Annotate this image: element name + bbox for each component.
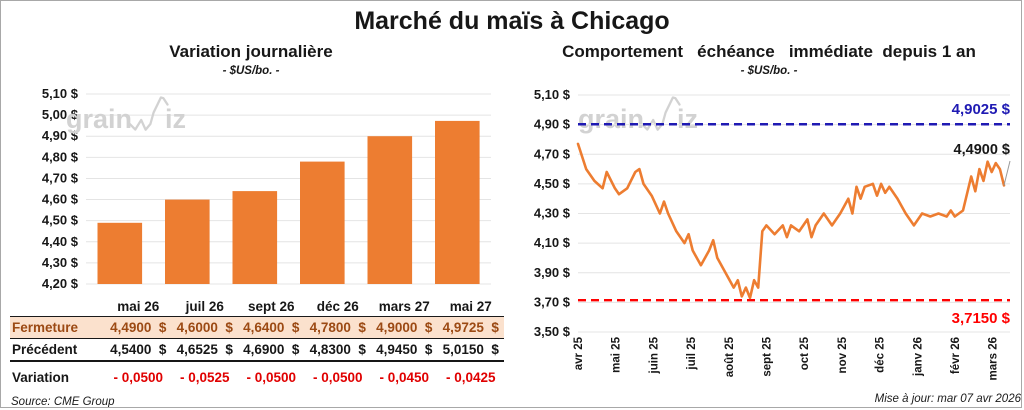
- svg-text:nov 25: nov 25: [837, 336, 849, 373]
- svg-text:oct 25: oct 25: [799, 336, 811, 370]
- svg-text:juil 25: juil 25: [686, 336, 698, 370]
- svg-text:janv 26: janv 26: [912, 337, 924, 377]
- svg-text:4,30 $: 4,30 $: [534, 206, 571, 221]
- svg-text:4,60 $: 4,60 $: [42, 192, 79, 207]
- svg-text:5,10 $: 5,10 $: [42, 86, 79, 101]
- svg-text:4,80 $: 4,80 $: [42, 149, 79, 164]
- svg-text:4,50 $: 4,50 $: [42, 213, 79, 228]
- svg-text:4,10 $: 4,10 $: [534, 235, 571, 250]
- svg-text:3,7150 $: 3,7150 $: [952, 310, 1011, 327]
- svg-text:sept 25: sept 25: [762, 336, 774, 376]
- svg-text:4,70 $: 4,70 $: [534, 146, 571, 161]
- svg-text:août 25: août 25: [724, 336, 736, 377]
- svg-text:grain: grain: [66, 104, 132, 134]
- svg-text:4,30 $: 4,30 $: [42, 255, 79, 270]
- svg-text:avr 25: avr 25: [573, 336, 585, 370]
- svg-text:févr 26: févr 26: [950, 337, 962, 374]
- svg-text:Mise à jour: mar 07 avr 2026: Mise à jour: mar 07 avr 2026: [875, 393, 1022, 405]
- svg-text:4,4900 $: 4,4900 $: [954, 142, 1010, 158]
- svg-text:5,10 $: 5,10 $: [534, 87, 571, 102]
- svg-text:mars 26: mars 26: [988, 337, 1000, 380]
- svg-text:iz: iz: [165, 104, 186, 134]
- svg-text:déc 25: déc 25: [875, 336, 887, 372]
- svg-text:4,9025 $: 4,9025 $: [952, 101, 1011, 118]
- svg-text:juin 25: juin 25: [648, 336, 660, 374]
- svg-text:3,70 $: 3,70 $: [534, 294, 571, 309]
- svg-text:3,90 $: 3,90 $: [534, 265, 571, 280]
- svg-text:3,50 $: 3,50 $: [534, 324, 571, 339]
- svg-text:mai 25: mai 25: [611, 336, 623, 372]
- svg-text:4,90 $: 4,90 $: [534, 117, 571, 132]
- svg-text:4,70 $: 4,70 $: [42, 170, 79, 185]
- svg-text:4,50 $: 4,50 $: [534, 176, 571, 191]
- svg-text:4,40 $: 4,40 $: [42, 234, 79, 249]
